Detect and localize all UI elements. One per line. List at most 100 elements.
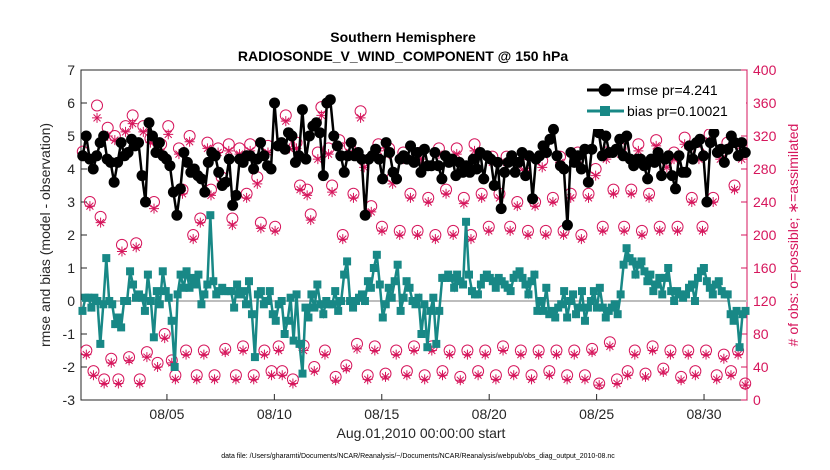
bias-point [640, 267, 649, 276]
obs-assimilated-point [619, 225, 630, 236]
y2-axis-label: # of obs: o=possible; ∗=assimilated [785, 124, 801, 347]
obs-assimilated-point [312, 154, 323, 165]
bias-point [96, 339, 105, 348]
bias-point [233, 280, 242, 289]
obs-assimilated-point [665, 349, 676, 360]
obs-assimilated-point [131, 242, 142, 253]
bias-point [687, 280, 696, 289]
rmse-point [286, 130, 298, 142]
rmse-point [279, 143, 291, 155]
bias-point [548, 306, 557, 315]
legend-box [583, 75, 746, 129]
obs-assimilated-point [587, 347, 598, 358]
obs-assimilated-point [537, 162, 548, 173]
obs-assimilated-point [366, 206, 377, 217]
bias-point [265, 287, 274, 296]
legend-rmse-marker [598, 83, 612, 97]
obs-assimilated-point [476, 192, 487, 203]
rmse-point [324, 94, 336, 106]
obs-assimilated-point [302, 190, 313, 201]
obs-assimilated-point [636, 230, 647, 240]
rmse-point [195, 173, 207, 185]
bias-point [170, 363, 179, 371]
obs-assimilated-point [498, 345, 509, 356]
obs-assimilated-point [729, 184, 740, 195]
legend-bias-marker [600, 106, 610, 116]
bias-point [182, 267, 191, 276]
rmse-point [331, 140, 343, 152]
obs-assimilated-point [565, 192, 576, 203]
rmse-point [520, 170, 532, 182]
rmse-point [547, 123, 559, 135]
rmse-point [610, 143, 622, 155]
obs-assimilated-point [316, 110, 327, 121]
rmse-point [586, 143, 598, 155]
bias-point [164, 293, 173, 302]
obs-assimilated-point [348, 192, 359, 203]
bias-point [414, 293, 423, 302]
obs-assimilated-point [473, 370, 484, 381]
bias-point [699, 264, 708, 272]
bias-point [488, 277, 497, 286]
rmse-point [108, 176, 120, 188]
obs-assimilated-point [248, 374, 259, 385]
obs-assimilated-point [544, 370, 555, 381]
rmse-point [642, 173, 654, 185]
obs-assimilated-point [405, 192, 416, 203]
bias-point [280, 330, 289, 338]
rmse-point [269, 97, 281, 109]
rmse-point [656, 170, 668, 182]
bias-point [732, 306, 741, 315]
obs-assimilated-point [693, 154, 704, 165]
rmse-point [230, 189, 242, 201]
obs-assimilated-point [576, 234, 587, 245]
bias-point [690, 297, 699, 305]
bias-point [360, 297, 369, 305]
obs-assimilated-point [209, 374, 220, 385]
y-tick-label: -1 [63, 326, 76, 342]
bias-point [349, 303, 358, 312]
bias-point [399, 293, 408, 302]
bias-point [518, 273, 527, 282]
obs-assimilated-point [141, 352, 152, 363]
bias-point [702, 277, 711, 286]
bias-point [117, 323, 126, 332]
obs-assimilated-point [337, 234, 348, 245]
obs-assimilated-point [109, 135, 120, 146]
obs-assimilated-point [106, 357, 117, 368]
bias-point [111, 320, 120, 329]
obs-assimilated-point [409, 345, 419, 356]
y-axis-label: rmse and bias (model - observation) [37, 123, 53, 347]
bias-point [227, 287, 236, 296]
rmse-point [373, 153, 385, 165]
bias-point [575, 303, 584, 312]
rmse-point [436, 173, 448, 185]
bias-point [592, 303, 601, 312]
chart-title: Southern Hemisphere [330, 29, 476, 45]
rmse-point [359, 209, 371, 221]
rmse-point [558, 163, 570, 175]
y2-tick-label: 80 [753, 326, 769, 342]
obs-assimilated-point [184, 136, 195, 147]
bias-point [375, 280, 384, 289]
obs-assimilated-point [633, 145, 644, 156]
bias-point [459, 280, 468, 289]
axis-ticks: -3 -2 -1 0 1 2 3 4 5 6 7 0 40 80 120 160 200 240 280 320 360… [63, 62, 777, 422]
rmse-point [488, 180, 500, 191]
bias-point [723, 290, 732, 299]
bias-point [328, 300, 337, 309]
obs-assimilated-point [558, 230, 569, 240]
obs-assimilated-point [223, 145, 234, 156]
bias-point [476, 280, 485, 289]
obs-assimilated-point [419, 374, 430, 385]
bias-point [566, 297, 575, 305]
obs-assimilated-point [88, 370, 99, 381]
obs-assimilated-point [227, 220, 238, 231]
bias-point [658, 290, 667, 299]
rmse-point [345, 137, 357, 149]
rmse-point [471, 163, 483, 175]
obs-assimilated-point [230, 374, 241, 385]
rmse-point [80, 130, 92, 142]
rmse-point [694, 133, 706, 145]
